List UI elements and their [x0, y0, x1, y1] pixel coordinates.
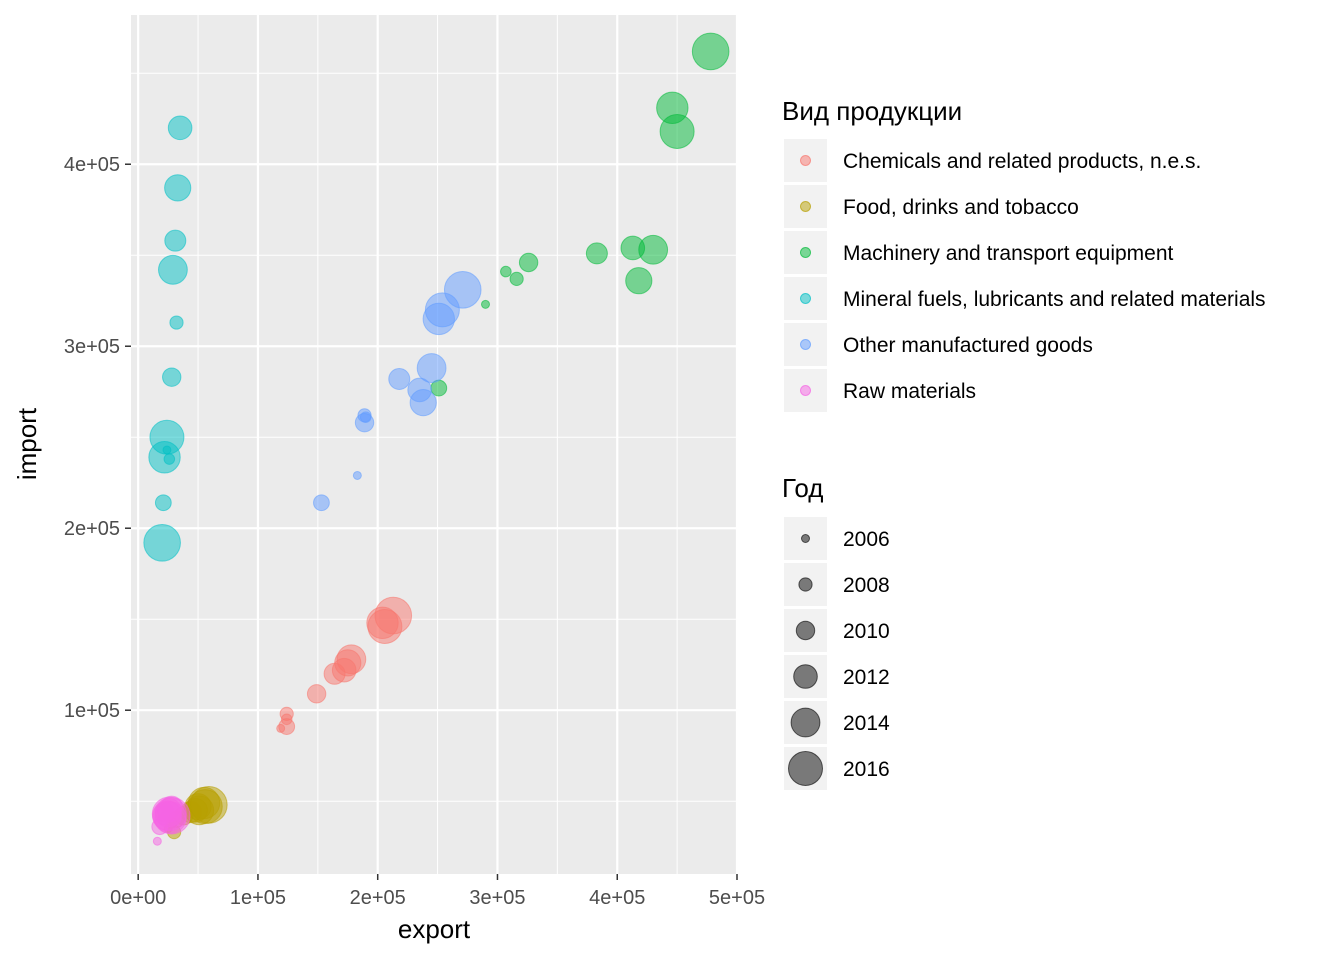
color-legend: Вид продукции Chemicals and related prod…	[782, 96, 1266, 412]
data-point	[509, 271, 524, 286]
data-point	[336, 644, 367, 675]
x-tick-label: 5e+05	[709, 887, 765, 909]
data-point	[518, 252, 539, 273]
y-tick-label: 4e+05	[64, 154, 120, 176]
y-axis: 1e+05 2e+05 3e+05 4e+05	[64, 154, 131, 722]
data-point	[416, 353, 447, 383]
data-point	[691, 32, 730, 71]
data-point	[625, 267, 653, 295]
x-tick-label: 0e+00	[110, 887, 166, 909]
legend-label: Other manufactured goods	[843, 334, 1093, 357]
data-point	[154, 494, 172, 512]
y-tick-label: 3e+05	[64, 336, 120, 358]
legend-size-swatch	[788, 751, 823, 786]
data-points	[143, 32, 730, 846]
data-point	[638, 234, 669, 265]
x-tick-label: 2e+05	[350, 887, 406, 909]
data-point	[409, 389, 437, 417]
legend-label: 2016	[843, 758, 890, 781]
data-point	[149, 419, 185, 455]
data-point	[152, 836, 162, 846]
data-point	[659, 113, 695, 149]
x-tick-label: 3e+05	[469, 887, 525, 909]
legend-label: 2012	[843, 666, 890, 689]
legend-size-swatch	[798, 577, 813, 592]
size-legend: Год 2006 2008 2010 2012 2014 2016	[782, 473, 890, 790]
x-tick-label: 4e+05	[589, 887, 645, 909]
data-point	[190, 786, 228, 824]
legend-label: 2010	[843, 620, 890, 643]
legend-label: Machinery and transport equipment	[843, 242, 1174, 265]
data-point	[162, 367, 182, 387]
legend-label: Chemicals and related products, n.e.s.	[843, 150, 1201, 173]
legend-swatch	[800, 293, 811, 304]
grid-lines	[131, 15, 739, 874]
x-axis-title: export	[398, 914, 471, 944]
legend-swatch	[800, 339, 811, 350]
data-point	[164, 174, 192, 202]
legend-swatch	[800, 155, 811, 166]
data-point	[164, 229, 187, 252]
legend-size-swatch	[793, 664, 818, 689]
x-tick-label: 1e+05	[230, 887, 286, 909]
data-point	[374, 596, 413, 635]
data-point	[443, 271, 482, 309]
legend-label: Mineral fuels, lubricants and related ma…	[843, 288, 1266, 311]
legend-size-swatch	[795, 620, 816, 641]
y-tick-label: 2e+05	[64, 518, 120, 540]
data-point	[585, 242, 608, 265]
legend-swatch	[800, 201, 811, 212]
legend-swatch	[800, 385, 811, 396]
data-point	[278, 718, 296, 735]
size-legend-title: Год	[782, 473, 823, 503]
y-axis-title: import	[12, 407, 42, 480]
data-point	[313, 494, 330, 512]
plot-panel	[131, 15, 737, 874]
legend-size-swatch	[790, 707, 821, 738]
data-point	[167, 115, 193, 141]
legend-label: 2014	[843, 712, 890, 735]
x-axis: 0e+00 1e+05 2e+05 3e+05 4e+05 5e+05	[110, 874, 765, 909]
data-point	[500, 265, 512, 278]
legend-label: 2008	[843, 574, 890, 597]
legend-size-swatch	[801, 534, 810, 543]
data-point	[169, 315, 184, 330]
y-tick-label: 1e+05	[64, 700, 120, 722]
data-point	[352, 470, 362, 480]
legend-label: 2006	[843, 528, 890, 551]
data-point	[158, 254, 188, 285]
color-legend-title: Вид продукции	[782, 96, 962, 126]
data-point	[152, 796, 191, 835]
legend-label: Raw materials	[843, 380, 976, 403]
data-point	[480, 299, 490, 309]
data-point	[143, 523, 181, 562]
data-point	[354, 412, 375, 433]
data-point	[306, 684, 327, 704]
legend-swatch	[800, 247, 811, 258]
legend-label: Food, drinks and tobacco	[843, 196, 1079, 219]
data-point	[388, 367, 411, 390]
